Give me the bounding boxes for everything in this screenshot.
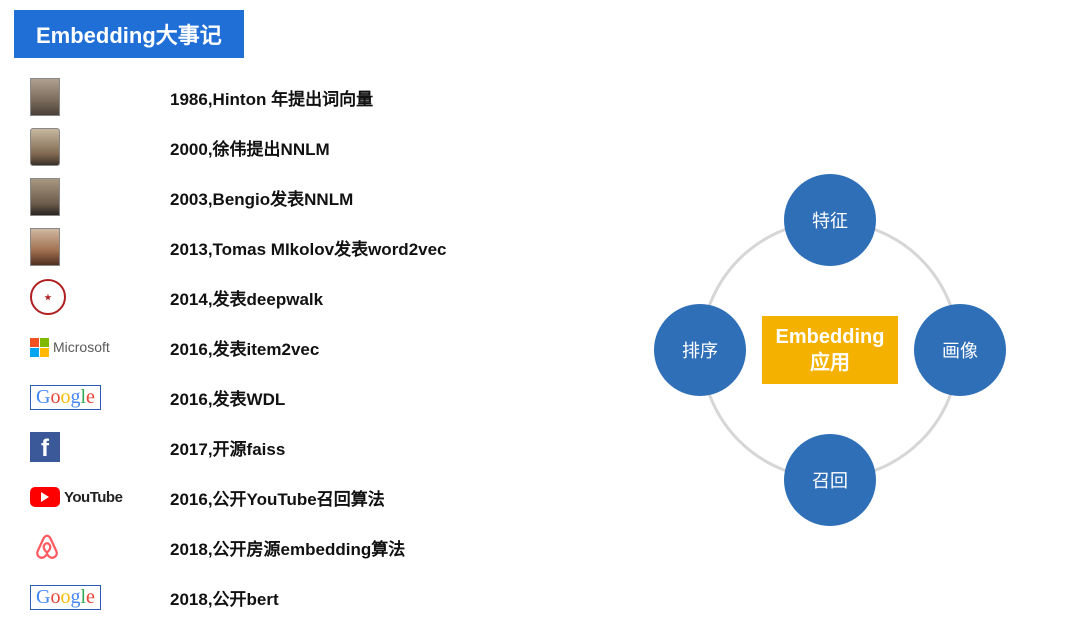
timeline-row: 2018,公开房源embedding算法	[30, 522, 550, 572]
timeline-row: Google 2018,公开bert	[30, 572, 550, 622]
timeline-event-text: 2018,公开房源embedding算法	[140, 535, 405, 560]
google-logo-icon: Google	[30, 585, 101, 610]
diagram-node: 特征	[784, 174, 876, 266]
timeline-row: YouTube 2016,公开YouTube召回算法	[30, 472, 550, 522]
embedding-diagram: Embedding应用 特征画像召回排序	[620, 150, 1040, 550]
timeline-event-text: 2018,公开bert	[140, 585, 279, 610]
timeline-event-text: 1986,Hinton 年提出词向量	[140, 85, 373, 110]
person-photo-icon	[30, 128, 60, 166]
timeline-event-text: 2016,公开YouTube召回算法	[140, 485, 385, 510]
google-logo-icon: Google	[30, 385, 101, 410]
title-tab: Embedding大事记	[14, 10, 244, 58]
timeline-row: Microsoft 2016,发表item2vec	[30, 322, 550, 372]
diagram-node: 排序	[654, 304, 746, 396]
timeline-row: 2003,Bengio发表NNLM	[30, 172, 550, 222]
timeline-event-text: 2003,Bengio发表NNLM	[140, 185, 353, 210]
diagram-node: 召回	[784, 434, 876, 526]
timeline-event-text: 2016,发表item2vec	[140, 335, 319, 360]
airbnb-logo-icon	[30, 530, 64, 564]
timeline-row: 2000,徐伟提出NNLM	[30, 122, 550, 172]
timeline-row: ★ 2014,发表deepwalk	[30, 272, 550, 322]
center-line2: 应用	[810, 350, 850, 376]
timeline-row: 2013,Tomas MIkolov发表word2vec	[30, 222, 550, 272]
timeline-event-text: 2016,发表WDL	[140, 385, 285, 410]
timeline-event-text: 2013,Tomas MIkolov发表word2vec	[140, 235, 447, 260]
timeline-row: f 2017,开源faiss	[30, 422, 550, 472]
timeline-event-text: 2000,徐伟提出NNLM	[140, 135, 330, 160]
diagram-node: 画像	[914, 304, 1006, 396]
facebook-logo-icon: f	[30, 432, 60, 462]
timeline-event-text: 2017,开源faiss	[140, 435, 285, 460]
university-seal-icon: ★	[30, 279, 66, 315]
microsoft-logo-icon: Microsoft	[30, 338, 110, 357]
youtube-logo-icon: YouTube	[30, 487, 122, 507]
timeline-row: 1986,Hinton 年提出词向量	[30, 72, 550, 122]
person-photo-icon	[30, 228, 60, 266]
title-text: Embedding大事记	[36, 23, 222, 48]
person-photo-icon	[30, 78, 60, 116]
timeline-list: 1986,Hinton 年提出词向量 2000,徐伟提出NNLM 2003,Beng…	[30, 72, 550, 622]
center-line1: Embedding	[776, 324, 885, 350]
timeline-row: Google 2016,发表WDL	[30, 372, 550, 422]
person-photo-icon	[30, 178, 60, 216]
timeline-event-text: 2014,发表deepwalk	[140, 285, 323, 310]
diagram-center-label: Embedding应用	[762, 316, 898, 384]
